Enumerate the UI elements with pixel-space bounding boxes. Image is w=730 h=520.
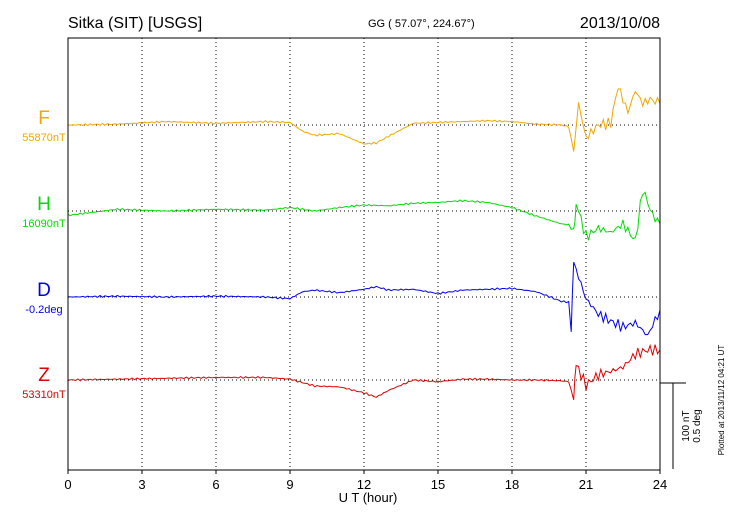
series-baseline-d: -0.2deg [25, 304, 62, 316]
series-name-h: H [37, 194, 51, 215]
scale-bar: 100 nT 0.5 deg [660, 382, 703, 469]
series-name-z: Z [38, 365, 50, 386]
x-tick-label: 24 [653, 477, 667, 492]
series-group [67, 88, 661, 401]
chart-coords: GG ( 57.07°, 224.67°) [368, 18, 475, 30]
series-baseline-h: 16090nT [22, 218, 66, 230]
series-name-f: F [38, 108, 50, 129]
scale-label-nt: 100 nT [681, 410, 692, 441]
series-line-h [67, 191, 661, 241]
x-axis-label: U T (hour) [339, 490, 398, 505]
x-tick-label: 15 [431, 477, 445, 492]
x-tick-label: 3 [138, 477, 145, 492]
scale-label-deg: 0.5 deg [692, 409, 703, 442]
series-line-z [67, 343, 661, 401]
series-baseline-f: 55870nT [22, 132, 66, 144]
x-tick-label: 6 [212, 477, 219, 492]
chart-date: 2013/10/08 [580, 15, 660, 32]
series-baseline-z: 53310nT [22, 389, 66, 401]
series-line-d [67, 262, 661, 336]
grid [68, 38, 660, 470]
x-tick-label: 21 [579, 477, 593, 492]
series-line-f [67, 88, 661, 152]
x-axis: 0 3 6 9 12 15 18 21 24 [64, 470, 667, 492]
plotted-note: Plotted at 2013/11/12 04:21 UT [717, 345, 726, 456]
chart-station-title: Sitka (SIT) [USGS] [68, 15, 202, 32]
x-tick-label: 0 [64, 477, 71, 492]
series-name-d: D [37, 280, 51, 301]
x-tick-label: 18 [505, 477, 519, 492]
series-labels: F 55870nT H 16090nT D -0.2deg Z 53310nT [22, 108, 66, 401]
x-tick-label: 12 [357, 477, 371, 492]
x-tick-label: 9 [286, 477, 293, 492]
